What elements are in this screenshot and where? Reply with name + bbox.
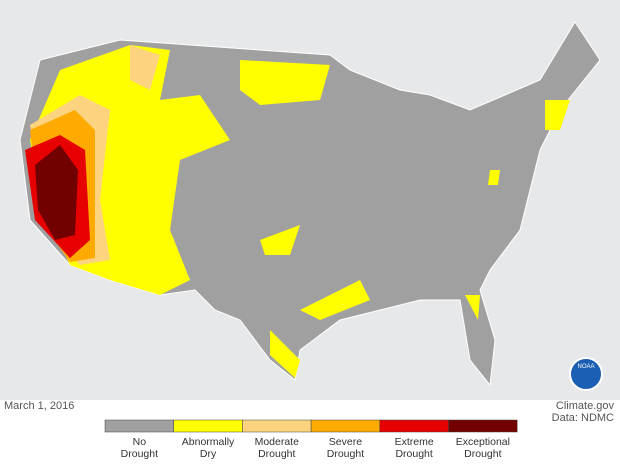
legend-swatch — [379, 419, 449, 433]
data-credit: Data: NDMC — [551, 412, 614, 424]
abnormally-dry — [260, 100, 570, 378]
legend — [104, 419, 518, 433]
legend-label: Moderate Drought — [254, 436, 299, 460]
legend-swatch — [173, 419, 243, 433]
legend-label: Abnormally Dry — [181, 436, 235, 460]
logo-text: NOAA — [577, 364, 594, 370]
drought-areas — [25, 45, 570, 378]
legend-swatch — [104, 419, 174, 433]
legend-swatch — [448, 419, 518, 433]
exceptional-drought — [35, 145, 78, 240]
legend-swatch — [242, 419, 312, 433]
source: Climate.gov — [555, 400, 614, 412]
date: March 1, 2016 — [4, 400, 75, 412]
abnormally-dry — [240, 60, 330, 105]
legend-label: Extreme Drought — [394, 436, 434, 460]
legend-label: No Drought — [120, 436, 159, 460]
legend-swatch — [310, 419, 381, 433]
legend-label: Severe Drought — [326, 436, 365, 460]
legend-label: Exceptional Drought — [455, 436, 510, 460]
noaa-logo — [569, 357, 603, 391]
